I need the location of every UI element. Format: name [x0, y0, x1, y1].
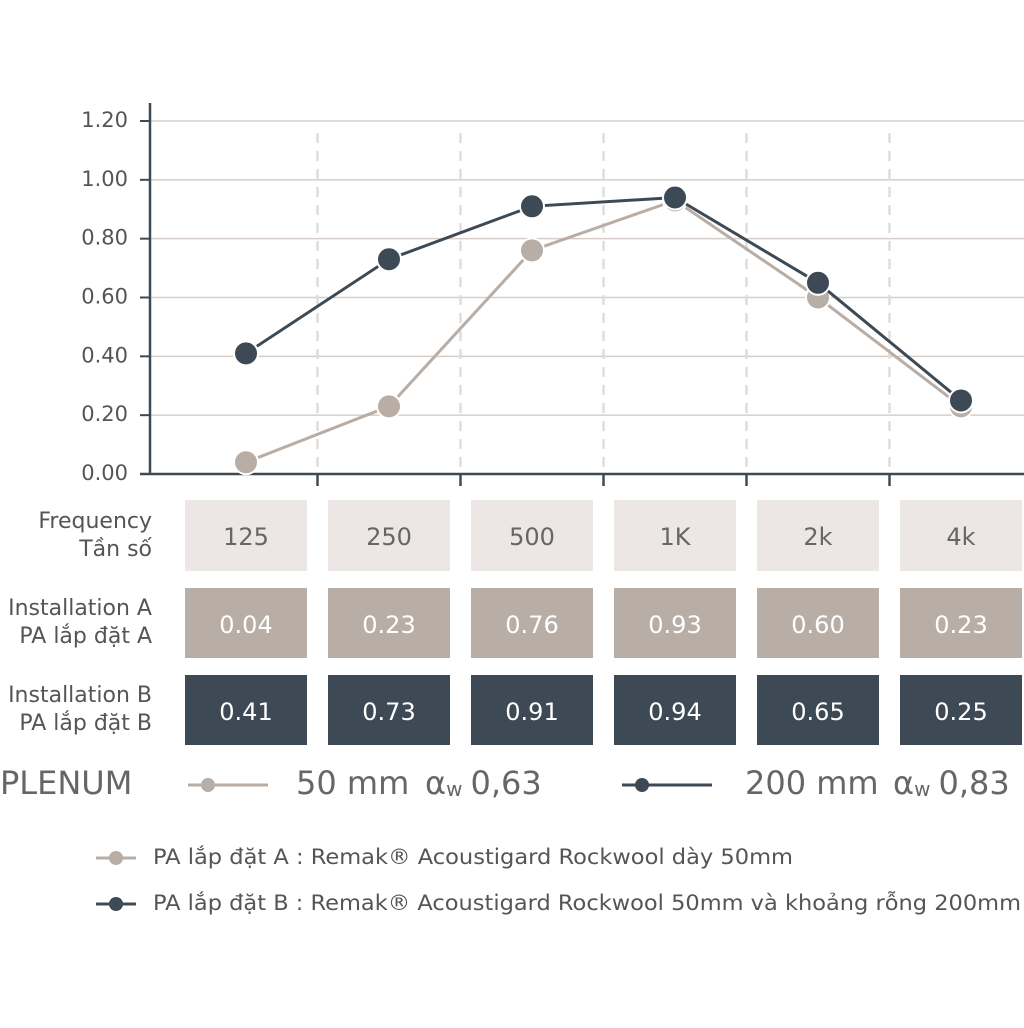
row-label: Frequency	[38, 509, 152, 534]
category-label: 250	[366, 523, 412, 551]
value-label: 0.04	[219, 611, 272, 639]
value-cell	[757, 675, 879, 745]
value-cell	[757, 588, 879, 658]
value-label: 0.94	[648, 698, 701, 726]
category-cell	[471, 500, 593, 571]
plenum-dot	[201, 778, 215, 792]
value-cell	[614, 675, 736, 745]
alpha-subscript: w	[914, 777, 930, 801]
value-label: 0.23	[934, 611, 987, 639]
data-point	[662, 184, 688, 211]
value-label: 0.76	[505, 611, 558, 639]
value-cell	[900, 588, 1022, 658]
category-cell	[614, 500, 736, 571]
value-cell	[900, 675, 1022, 745]
y-tick-label: 0.00	[81, 461, 128, 485]
value-label: 0.93	[648, 611, 701, 639]
plenum-label: PLENUM	[0, 764, 132, 802]
category-cell	[328, 500, 450, 571]
row-label: Installation B	[8, 683, 152, 708]
value-label: 0.65	[791, 698, 844, 726]
data-point	[376, 393, 402, 420]
row-label: Installation A	[8, 596, 152, 621]
category-cell	[757, 500, 879, 571]
y-tick-label: 0.20	[81, 402, 128, 426]
alpha-subscript: w	[446, 777, 462, 801]
value-label: 0.25	[934, 698, 987, 726]
row-label: PA lắp đặt A	[19, 624, 152, 649]
data-point	[805, 269, 831, 296]
value-cell	[614, 588, 736, 658]
legend-dot	[109, 851, 123, 865]
value-cell	[185, 588, 307, 658]
category-label: 500	[509, 523, 555, 551]
value-cell	[328, 675, 450, 745]
data-point	[519, 193, 545, 220]
data-point	[233, 340, 259, 367]
series-line	[245, 198, 962, 464]
value-label: 0.41	[219, 698, 272, 726]
category-cell	[185, 500, 307, 571]
y-tick-label: 0.80	[81, 226, 128, 250]
value-label: 0.91	[505, 698, 558, 726]
category-label: 2k	[803, 523, 832, 551]
category-label: 125	[223, 523, 269, 551]
data-point	[519, 237, 545, 264]
category-label: 4k	[946, 523, 975, 551]
row-label: PA lắp đặt B	[19, 711, 152, 736]
y-tick-label: 0.60	[81, 285, 128, 309]
category-label: 1K	[659, 523, 691, 551]
plenum-alpha: αw 0,83	[893, 764, 1010, 802]
data-point	[233, 449, 259, 476]
row-label: Tần số	[78, 537, 152, 562]
y-tick-label: 0.40	[81, 343, 128, 367]
value-cell	[471, 675, 593, 745]
value-cell	[328, 588, 450, 658]
alpha-value: 0,83	[938, 764, 1009, 802]
plenum-thickness: 200 mm	[745, 764, 879, 802]
value-label: 0.60	[791, 611, 844, 639]
data-point	[376, 246, 402, 273]
series-line	[245, 195, 962, 402]
alpha-symbol: α	[425, 764, 446, 802]
legend-text: PA lắp đặt A : Remak® Acoustigard Rockwo…	[153, 845, 793, 869]
alpha-symbol: α	[893, 764, 914, 802]
data-point	[948, 387, 974, 414]
legend-dot	[109, 897, 123, 911]
y-tick-label: 1.20	[81, 108, 128, 132]
plenum-thickness: 50 mm	[296, 764, 409, 802]
plenum-alpha: αw 0,63	[425, 764, 542, 802]
value-label: 0.23	[362, 611, 415, 639]
legend-text: PA lắp đặt B : Remak® Acoustigard Rockwo…	[153, 890, 1021, 915]
plenum-dot	[635, 778, 649, 792]
value-label: 0.73	[362, 698, 415, 726]
category-cell	[900, 500, 1022, 571]
alpha-value: 0,63	[470, 764, 541, 802]
y-tick-label: 1.00	[81, 167, 128, 191]
value-cell	[471, 588, 593, 658]
value-cell	[185, 675, 307, 745]
